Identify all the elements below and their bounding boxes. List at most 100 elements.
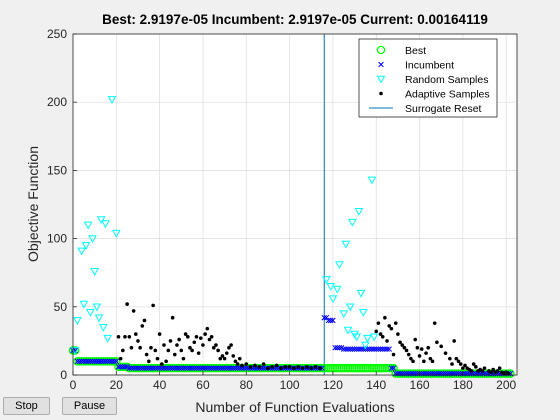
incumbent-point — [377, 346, 384, 352]
y-tick-label: 150 — [47, 163, 67, 177]
x-tick-label: 20 — [110, 378, 124, 392]
incumbent-point — [232, 365, 239, 371]
x-tick-label: 40 — [153, 378, 167, 392]
incumbent-point — [143, 365, 150, 371]
adaptive-sample-point — [398, 340, 402, 345]
random-sample-point — [328, 295, 338, 304]
adaptive-sample-point — [279, 366, 283, 370]
adaptive-sample-point — [506, 371, 511, 376]
incumbent-point — [130, 365, 137, 371]
incumbent-point — [115, 364, 122, 370]
incumbent-point — [369, 346, 375, 352]
adaptive-sample-point — [224, 351, 229, 355]
legend-best-label: Best — [405, 45, 426, 57]
incumbent-point — [104, 358, 111, 365]
incumbent-point — [150, 365, 156, 371]
incumbent-point — [111, 358, 117, 365]
random-sample-point — [81, 242, 91, 250]
y-tick-label: 0 — [60, 368, 67, 382]
incumbent-point — [386, 346, 392, 352]
adaptive-sample-point — [463, 363, 467, 368]
incumbent-point — [371, 346, 377, 352]
incumbent-point — [81, 358, 87, 365]
incumbent-point — [373, 346, 379, 352]
incumbent-point — [135, 365, 141, 371]
random-sample-point — [322, 276, 331, 285]
incumbent-point — [213, 365, 219, 371]
random-sample-point — [363, 334, 372, 343]
adaptive-sample-point — [244, 362, 249, 366]
adaptive-sample-point — [380, 335, 385, 339]
adaptive-sample-point — [387, 324, 392, 328]
incumbent-point — [94, 358, 100, 365]
random-samples-series — [70, 96, 379, 355]
y-axis-label: Objective Function — [25, 146, 41, 262]
random-sample-point — [72, 317, 82, 325]
adaptive-sample-point — [229, 343, 233, 347]
adaptive-sample-point — [240, 363, 244, 368]
adaptive-sample-point — [153, 348, 158, 353]
incumbent-point — [161, 365, 167, 371]
adaptive-sample-point — [454, 356, 459, 361]
adaptive-sample-point — [188, 345, 192, 350]
incumbent-point — [122, 364, 128, 370]
incumbent-point — [87, 358, 94, 365]
adaptive-sample-point — [183, 332, 188, 336]
adaptive-sample-point — [313, 365, 318, 369]
legend-random-label: Random Samples — [405, 74, 488, 86]
best-incumbent-traces — [68, 314, 515, 378]
x-tick-label: 120 — [323, 378, 343, 392]
incumbent-point — [234, 365, 241, 371]
adaptive-sample-point — [318, 366, 322, 370]
incumbent-point — [343, 346, 349, 352]
adaptive-sample-point — [411, 359, 415, 364]
incumbent-point — [356, 346, 362, 352]
legend-random-marker — [376, 75, 386, 84]
incumbent-point — [152, 365, 159, 371]
incumbent-point — [221, 365, 228, 371]
y-tick-label: 100 — [47, 232, 67, 246]
stop-button[interactable]: Stop — [3, 397, 50, 415]
incumbent-point — [204, 365, 211, 371]
adaptive-sample-point — [305, 365, 309, 369]
y-tick-label: 50 — [54, 300, 68, 314]
adaptive-sample-point — [443, 351, 448, 355]
incumbent-point — [109, 358, 115, 365]
incumbent-point — [239, 365, 245, 371]
adaptive-sample-point — [300, 366, 305, 370]
adaptive-sample-point — [383, 315, 387, 320]
incumbent-point — [198, 365, 204, 371]
adaptive-sample-point — [497, 366, 502, 370]
random-sample-point — [332, 285, 342, 294]
adaptive-sample-point — [274, 363, 279, 368]
adaptive-sample-point — [123, 335, 127, 339]
x-tick-label: 200 — [496, 378, 516, 392]
incumbent-point — [332, 344, 338, 351]
adaptive-sample-point — [172, 352, 177, 357]
random-sample-point — [326, 283, 336, 291]
y-tick-label: 250 — [47, 27, 67, 41]
adaptive-sample-point — [422, 359, 426, 364]
incumbent-point — [334, 344, 340, 351]
random-sample-point — [339, 310, 349, 319]
adaptive-sample-point — [138, 345, 142, 350]
adaptive-sample-point — [211, 345, 216, 350]
incumbent-point — [211, 365, 217, 371]
incumbent-point — [224, 365, 230, 371]
adaptive-sample-point — [170, 315, 175, 320]
incumbent-point — [128, 365, 135, 371]
incumbent-point — [390, 365, 397, 371]
incumbent-point — [89, 358, 96, 365]
pause-button[interactable]: Pause — [62, 397, 117, 415]
adaptive-sample-point — [283, 365, 288, 369]
adaptive-sample-point — [491, 367, 495, 372]
adaptive-sample-point — [233, 359, 238, 364]
adaptive-sample-point — [439, 344, 443, 349]
incumbent-point — [83, 358, 89, 365]
legend-box — [358, 38, 498, 118]
random-sample-point — [352, 333, 362, 342]
incumbent-point — [185, 365, 191, 371]
adaptive-sample-point — [482, 366, 487, 370]
random-sample-point — [367, 176, 377, 185]
incumbent-point — [137, 365, 143, 371]
